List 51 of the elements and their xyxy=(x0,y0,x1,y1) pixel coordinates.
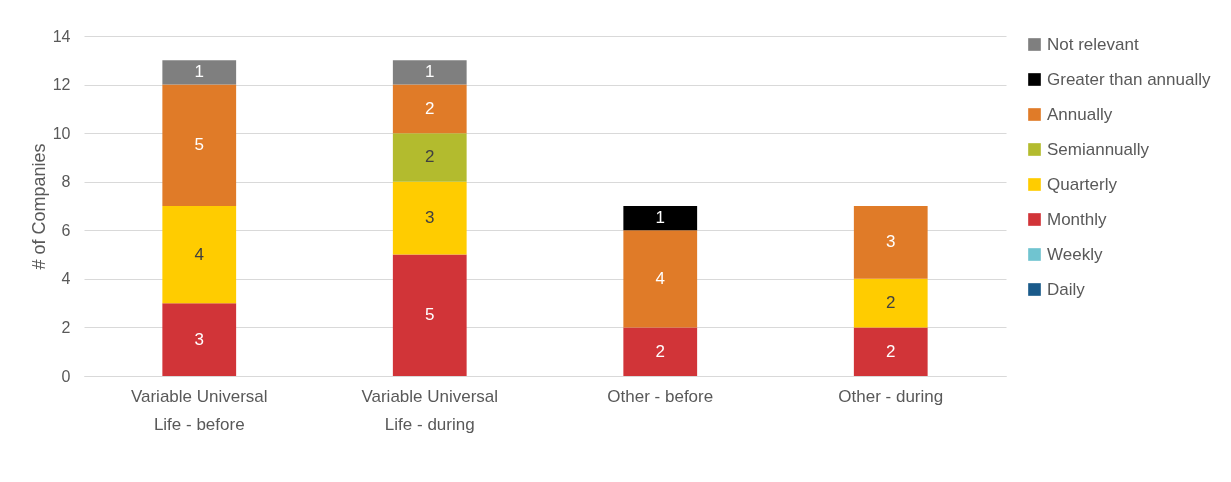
legend-label: Greater than annually xyxy=(1047,69,1211,89)
bar xyxy=(853,327,928,376)
bar xyxy=(392,254,467,376)
bar xyxy=(853,278,928,328)
x-tick-label: Other - during xyxy=(838,386,944,406)
bar xyxy=(853,206,928,279)
data-label: 1 xyxy=(425,62,435,82)
legend-label: Semiannually xyxy=(1047,139,1150,159)
y-tick-label: 0 xyxy=(61,367,71,385)
data-label: 2 xyxy=(425,147,435,167)
data-label: 1 xyxy=(194,62,204,82)
x-tick-label: Other - before xyxy=(607,386,714,406)
bar xyxy=(623,327,698,376)
y-tick-label: 14 xyxy=(52,27,71,45)
y-axis-title: # of Companies xyxy=(28,143,49,270)
bar xyxy=(623,206,698,231)
data-label: 2 xyxy=(886,293,896,313)
y-tick-label: 12 xyxy=(52,76,71,94)
bar xyxy=(392,84,467,134)
legend-label: Not relevant xyxy=(1047,34,1139,54)
data-label: 4 xyxy=(194,244,204,264)
legend-label: Quarterly xyxy=(1047,174,1118,194)
bar xyxy=(162,84,237,206)
data-label: 3 xyxy=(425,208,435,228)
y-tick-label: 8 xyxy=(61,173,71,191)
data-label: 4 xyxy=(655,268,665,288)
data-label: 5 xyxy=(425,305,435,325)
y-tick-label: 6 xyxy=(61,221,71,239)
bar xyxy=(392,181,467,255)
legend-label: Monthly xyxy=(1047,209,1108,229)
legend-label: Weekly xyxy=(1047,244,1103,264)
bar xyxy=(392,60,467,85)
y-tick-label: 10 xyxy=(52,124,71,142)
data-label: 5 xyxy=(194,135,204,155)
data-label: 3 xyxy=(194,329,204,349)
data-label: 2 xyxy=(886,341,896,361)
data-label: 2 xyxy=(425,98,435,118)
bar xyxy=(162,303,237,376)
data-label: 2 xyxy=(655,341,665,361)
legend-label: Annually xyxy=(1047,104,1113,124)
bar xyxy=(162,206,237,304)
x-tick-label: Variable Universal Life - during xyxy=(361,386,499,434)
y-tick-label: 4 xyxy=(61,270,71,288)
data-label: 1 xyxy=(655,208,665,228)
data-label: 3 xyxy=(886,232,896,252)
legend-label: Daily xyxy=(1047,279,1086,299)
x-tick-label: Variable Universal Life - before xyxy=(130,386,268,434)
bar xyxy=(162,60,237,85)
bar xyxy=(623,230,698,328)
y-tick-label: 2 xyxy=(61,318,71,336)
bar xyxy=(392,133,467,182)
